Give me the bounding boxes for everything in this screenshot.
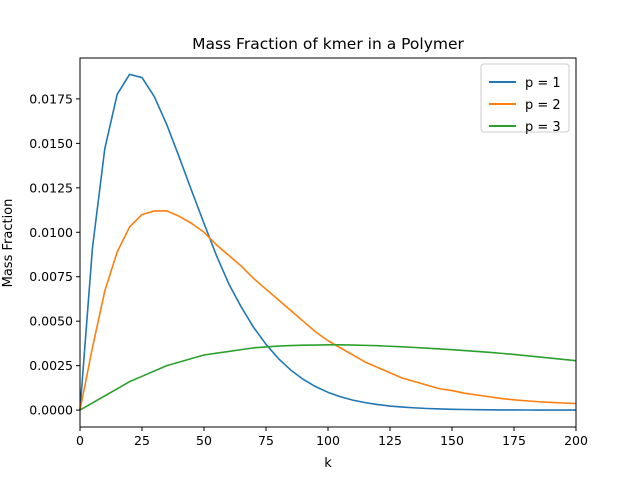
x-tick-label: 175 xyxy=(502,433,526,448)
y-tick-label: 0.0000 xyxy=(29,403,73,418)
y-axis: 0.0000 0.0025 0.0050 0.0075 0.0100 0.0125 0.01… xyxy=(29,91,80,418)
y-tick-label: 0.0175 xyxy=(29,91,73,106)
x-tick-label: 50 xyxy=(196,433,212,448)
x-axis: 0 25 50 75 100 125 150 175 200 xyxy=(76,427,588,448)
y-tick-label: 0.0150 xyxy=(29,136,73,151)
y-tick-label: 0.0125 xyxy=(29,180,73,195)
series-layer xyxy=(79,73,577,411)
x-tick-label: 25 xyxy=(134,433,150,448)
x-axis-label: k xyxy=(324,456,332,471)
legend: p = 1 p = 2 p = 3 xyxy=(480,63,570,135)
x-tick-label: 150 xyxy=(440,433,464,448)
y-tick-label: 0.0075 xyxy=(29,269,73,284)
x-tick-label: 75 xyxy=(258,433,274,448)
x-tick-label: 125 xyxy=(378,433,402,448)
legend-entry-1: p = 1 xyxy=(525,76,561,91)
legend-entry-3: p = 3 xyxy=(525,120,561,135)
y-tick-label: 0.0025 xyxy=(29,358,73,373)
x-tick-label: 100 xyxy=(316,433,340,448)
chart-title: Mass Fraction of kmer in a Polymer xyxy=(192,35,464,53)
y-tick-label: 0.0100 xyxy=(29,225,73,240)
y-axis-label: Mass Fraction xyxy=(1,199,16,288)
series-line-3 xyxy=(79,344,577,411)
x-tick-label: 0 xyxy=(76,433,84,448)
legend-entry-2: p = 2 xyxy=(525,98,561,113)
series-line-2 xyxy=(79,210,577,411)
series-line-1 xyxy=(79,73,577,411)
y-tick-label: 0.0050 xyxy=(29,314,73,329)
x-tick-label: 200 xyxy=(564,433,588,448)
